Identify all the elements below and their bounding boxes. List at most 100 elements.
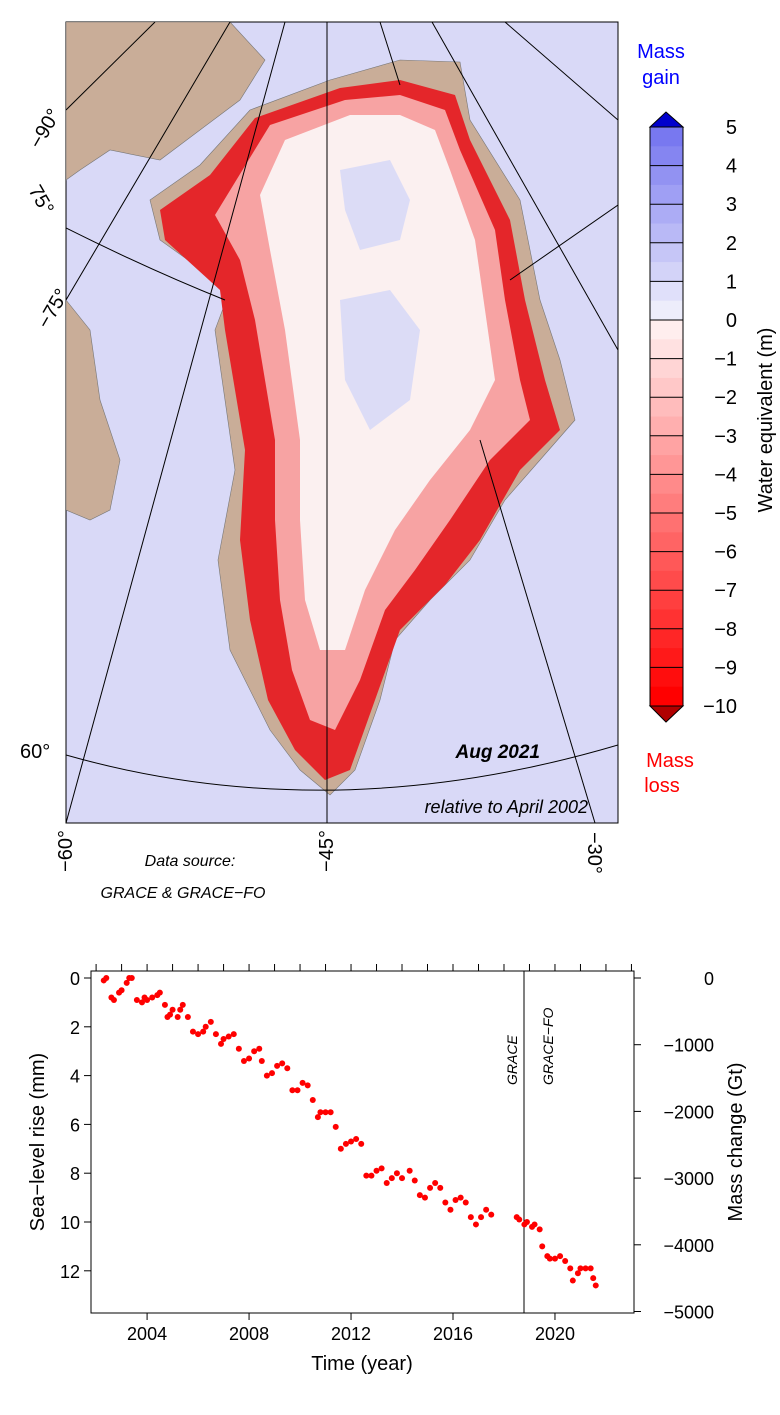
colorbar-band bbox=[650, 590, 683, 610]
data-point bbox=[342, 1140, 349, 1147]
data-point bbox=[207, 1018, 214, 1025]
colorbar-tick-label: 4 bbox=[726, 156, 737, 178]
colorbar-bottom-arrow bbox=[648, 705, 685, 723]
data-point bbox=[478, 1214, 485, 1221]
colorbar-tick-label: 2 bbox=[726, 233, 737, 255]
data-point bbox=[179, 1001, 186, 1008]
data-point bbox=[348, 1138, 355, 1145]
data-point bbox=[574, 1270, 581, 1277]
lat-label-90: −90° bbox=[25, 105, 65, 152]
data-point bbox=[368, 1172, 375, 1179]
data-point bbox=[225, 1033, 232, 1040]
colorbar-band bbox=[650, 648, 683, 668]
data-point bbox=[457, 1194, 464, 1201]
colorbar-band bbox=[650, 435, 683, 456]
data-point bbox=[269, 1070, 275, 1077]
data-point bbox=[577, 1265, 584, 1272]
data-point bbox=[388, 1175, 395, 1182]
data-point bbox=[258, 1057, 265, 1064]
colorbar-band bbox=[650, 127, 683, 147]
data-point bbox=[317, 1109, 324, 1116]
data-point bbox=[284, 1065, 291, 1072]
mass-timeseries-chart: GRACE GRACE−FO Time (year) Sea−level ris… bbox=[27, 964, 747, 1375]
lon-label-60: −60° bbox=[55, 830, 77, 872]
map-date-label: Aug 2021 bbox=[455, 742, 540, 763]
colorbar-title: Water equivalent (m) bbox=[755, 328, 777, 513]
data-point bbox=[472, 1221, 479, 1228]
data-point bbox=[562, 1258, 569, 1265]
data-point bbox=[212, 1031, 219, 1038]
y2-tick-label: −2000 bbox=[663, 1102, 714, 1122]
colorbar-top-arrow bbox=[648, 111, 685, 128]
data-point bbox=[169, 1006, 176, 1013]
colorbar-tick-label: 0 bbox=[726, 310, 737, 332]
data-point bbox=[462, 1199, 469, 1206]
mass-gain-label-2: gain bbox=[642, 67, 680, 89]
data-point bbox=[294, 1087, 301, 1094]
mission-label-grace: GRACE bbox=[504, 1035, 520, 1085]
y2-tick-label: −4000 bbox=[663, 1236, 714, 1256]
colorbar-tick-label: 5 bbox=[726, 117, 737, 139]
data-point bbox=[337, 1145, 344, 1152]
greenland-map: Aug 2021 relative to April 2002 Data sou… bbox=[20, 21, 619, 902]
data-point bbox=[200, 1028, 207, 1035]
x-tick-label: 2020 bbox=[535, 1324, 575, 1344]
data-point bbox=[220, 1036, 227, 1042]
data-point bbox=[246, 1055, 253, 1062]
data-point bbox=[373, 1167, 380, 1174]
y2-tick-label: 0 bbox=[704, 969, 714, 989]
ice-gain-core bbox=[340, 160, 420, 430]
data-point bbox=[110, 996, 117, 1003]
colorbar-band bbox=[650, 570, 683, 591]
colorbar-tick-label: −7 bbox=[714, 580, 737, 602]
data-point bbox=[177, 1006, 184, 1013]
colorbar-band bbox=[650, 628, 683, 649]
data-point bbox=[279, 1060, 286, 1067]
mass-loss-label-1: Mass bbox=[646, 750, 694, 772]
colorbar-band bbox=[650, 262, 683, 282]
colorbar-band bbox=[650, 165, 683, 186]
data-point bbox=[103, 975, 110, 981]
colorbar-band bbox=[650, 397, 683, 417]
colorbar-band bbox=[650, 609, 683, 630]
colorbar-band bbox=[650, 223, 683, 244]
data-point bbox=[592, 1282, 599, 1289]
data-point bbox=[523, 1219, 530, 1225]
data-point bbox=[488, 1211, 495, 1218]
colorbar-band bbox=[650, 686, 683, 707]
colorbar-band bbox=[650, 532, 683, 553]
data-source-label: Data source: bbox=[145, 853, 236, 870]
data-point bbox=[442, 1199, 449, 1206]
colorbar-band bbox=[650, 474, 683, 495]
data-point bbox=[427, 1184, 434, 1191]
data-point bbox=[531, 1221, 538, 1228]
data-point bbox=[551, 1255, 558, 1262]
data-point bbox=[218, 1040, 225, 1047]
data-point bbox=[161, 1001, 168, 1008]
plot-frame bbox=[90, 970, 635, 1314]
y-tick-label: 10 bbox=[60, 1213, 80, 1233]
data-point bbox=[452, 1197, 459, 1204]
x-tick-label: 2004 bbox=[127, 1324, 167, 1344]
data-point bbox=[587, 1265, 594, 1272]
data-point bbox=[421, 1194, 428, 1201]
x-tick-label: 2008 bbox=[229, 1324, 269, 1344]
lon-label-45: −45° bbox=[316, 830, 338, 872]
data-point bbox=[299, 1079, 306, 1086]
data-point bbox=[230, 1031, 237, 1038]
y-tick-label: 6 bbox=[70, 1115, 80, 1135]
colorbar-tick-label: −9 bbox=[714, 657, 737, 679]
data-point bbox=[383, 1179, 390, 1186]
lat-label-75n: 75° bbox=[24, 182, 58, 219]
y-tick-label: 12 bbox=[60, 1262, 80, 1282]
y-tick-label: 2 bbox=[70, 1018, 80, 1038]
data-point bbox=[332, 1123, 339, 1130]
data-point bbox=[138, 999, 145, 1006]
graticule bbox=[66, 22, 618, 823]
data-point bbox=[358, 1140, 365, 1147]
data-point bbox=[274, 1062, 281, 1069]
data-point bbox=[256, 1045, 263, 1052]
data-point bbox=[156, 989, 163, 996]
mission-label-grace-fo: GRACE−FO bbox=[540, 1007, 556, 1085]
